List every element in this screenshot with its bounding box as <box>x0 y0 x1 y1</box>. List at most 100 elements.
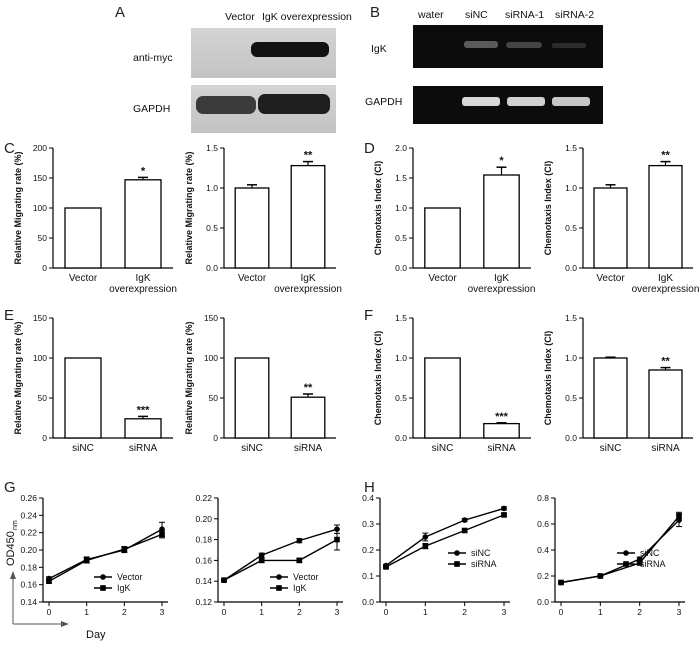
category-label: overexpression <box>109 284 177 295</box>
blot-a-gapdh-band-vector <box>196 96 256 114</box>
chart-e1: 0 50 100 150 siNC *** siRNA Relative Migrating … <box>13 313 173 454</box>
g-axis-arrowhead-x <box>61 621 69 627</box>
y-tick-label: 0.8 <box>537 493 549 503</box>
y-tick-label: 0.20 <box>20 545 37 555</box>
significance-label: ** <box>661 356 670 368</box>
point-circle <box>501 505 507 512</box>
gel-b-gapdh-band-sirna2 <box>552 97 590 106</box>
y-tick-label: 0.5 <box>206 223 218 233</box>
y-tick-label: 0.24 <box>20 510 37 520</box>
y-tick-label: 50 <box>38 393 48 403</box>
legend-marker-square <box>454 561 460 567</box>
gel-b-col-sirna1: siRNA-1 <box>505 9 544 21</box>
y-tick-label: 2.0 <box>395 143 407 153</box>
point-square <box>334 536 340 543</box>
y-tick-label: 0.5 <box>565 223 577 233</box>
significance-label: * <box>141 165 146 177</box>
significance-label: *** <box>137 404 151 416</box>
y-tick-label: 200 <box>33 143 47 153</box>
y-tick-label: 0.14 <box>20 597 37 607</box>
bar <box>64 357 102 439</box>
bar <box>648 164 683 269</box>
legend-marker-circle <box>623 550 629 556</box>
gel-b-row-igk: IgK <box>371 43 387 55</box>
legend-marker-square <box>276 585 282 591</box>
point-square <box>121 546 128 552</box>
y-tick-label: 0.14 <box>195 576 212 586</box>
point-square <box>383 564 389 570</box>
point-square <box>422 543 429 549</box>
y-tick-label: 0.1 <box>362 571 374 581</box>
y-tick-label: 0.4 <box>537 545 549 555</box>
y-tick-label: 100 <box>204 353 218 363</box>
x-tick-label: 0 <box>47 607 52 617</box>
significance-label: ** <box>304 382 313 394</box>
x-tick-label: 2 <box>297 607 302 617</box>
legend-marker-circle <box>100 574 106 580</box>
panel-label-c: C <box>4 140 15 157</box>
legend-marker-circle <box>276 574 282 580</box>
y-tick-label: 0.0 <box>206 263 218 273</box>
x-tick-label: 1 <box>84 607 89 617</box>
y-tick-label: 1.0 <box>395 353 407 363</box>
category-label: siNC <box>72 443 94 454</box>
point-square <box>558 579 564 586</box>
point-circle <box>258 552 265 558</box>
panel-label-f: F <box>364 307 373 324</box>
category-label: siRNA <box>487 443 516 454</box>
category-label: siRNA <box>294 443 323 454</box>
legend-label: siRNA <box>471 559 497 569</box>
y-tick-label: 1.0 <box>206 183 218 193</box>
point-square <box>636 560 643 566</box>
series-line <box>385 514 505 568</box>
bar <box>124 179 162 269</box>
panel-label-a: A <box>115 4 125 21</box>
y-axis-label: Relative Migrating rate (%) <box>13 151 23 264</box>
y-tick-label: 0.26 <box>20 493 37 503</box>
y-tick-label: 0.18 <box>195 535 212 545</box>
point-circle <box>296 537 303 544</box>
significance-label: * <box>499 155 504 167</box>
significance-label: ** <box>661 150 670 162</box>
legend-label: siRNA <box>640 559 666 569</box>
y-tick-label: 0.22 <box>20 528 37 538</box>
category-label: siNC <box>432 443 454 454</box>
series-line <box>223 538 338 581</box>
y-tick-label: 0.0 <box>395 263 407 273</box>
point-square <box>83 557 90 564</box>
category-label: IgK <box>135 273 150 284</box>
category-label: siNC <box>600 443 622 454</box>
y-tick-label: 1.5 <box>206 143 218 153</box>
panel-b: B water siNC siRNA-1 siRNA-2 IgK GAPDH <box>365 4 603 124</box>
y-tick-label: 0.18 <box>20 562 37 572</box>
g-axis-annotation: OD450 nm Day <box>5 520 106 641</box>
bar <box>290 164 326 269</box>
y-tick-label: 0.12 <box>195 597 212 607</box>
point-square <box>461 527 468 534</box>
bar <box>234 187 270 269</box>
category-label: siRNA <box>651 443 680 454</box>
y-tick-label: 100 <box>33 203 47 213</box>
x-tick-label: 3 <box>502 607 507 617</box>
point-circle <box>461 517 468 523</box>
gel-b-col-sinc: siNC <box>465 9 488 21</box>
y-tick-label: 0.4 <box>362 493 374 503</box>
g-ylabel-sub: nm <box>12 520 19 530</box>
legend-label: Vector <box>293 572 319 582</box>
x-tick-label: 1 <box>598 607 603 617</box>
g-ylabel-od450: OD450 <box>5 531 17 566</box>
bar <box>64 207 102 269</box>
category-label: IgK <box>300 273 315 284</box>
bar <box>648 369 683 439</box>
y-tick-label: 1.0 <box>565 353 577 363</box>
bar <box>483 422 520 439</box>
y-axis-label: Chemotaxis Index (CI) <box>543 331 553 426</box>
gel-b-igk-band-sinc <box>464 41 498 48</box>
bar <box>290 396 326 439</box>
bar <box>593 357 628 439</box>
y-tick-label: 1.5 <box>565 313 577 323</box>
